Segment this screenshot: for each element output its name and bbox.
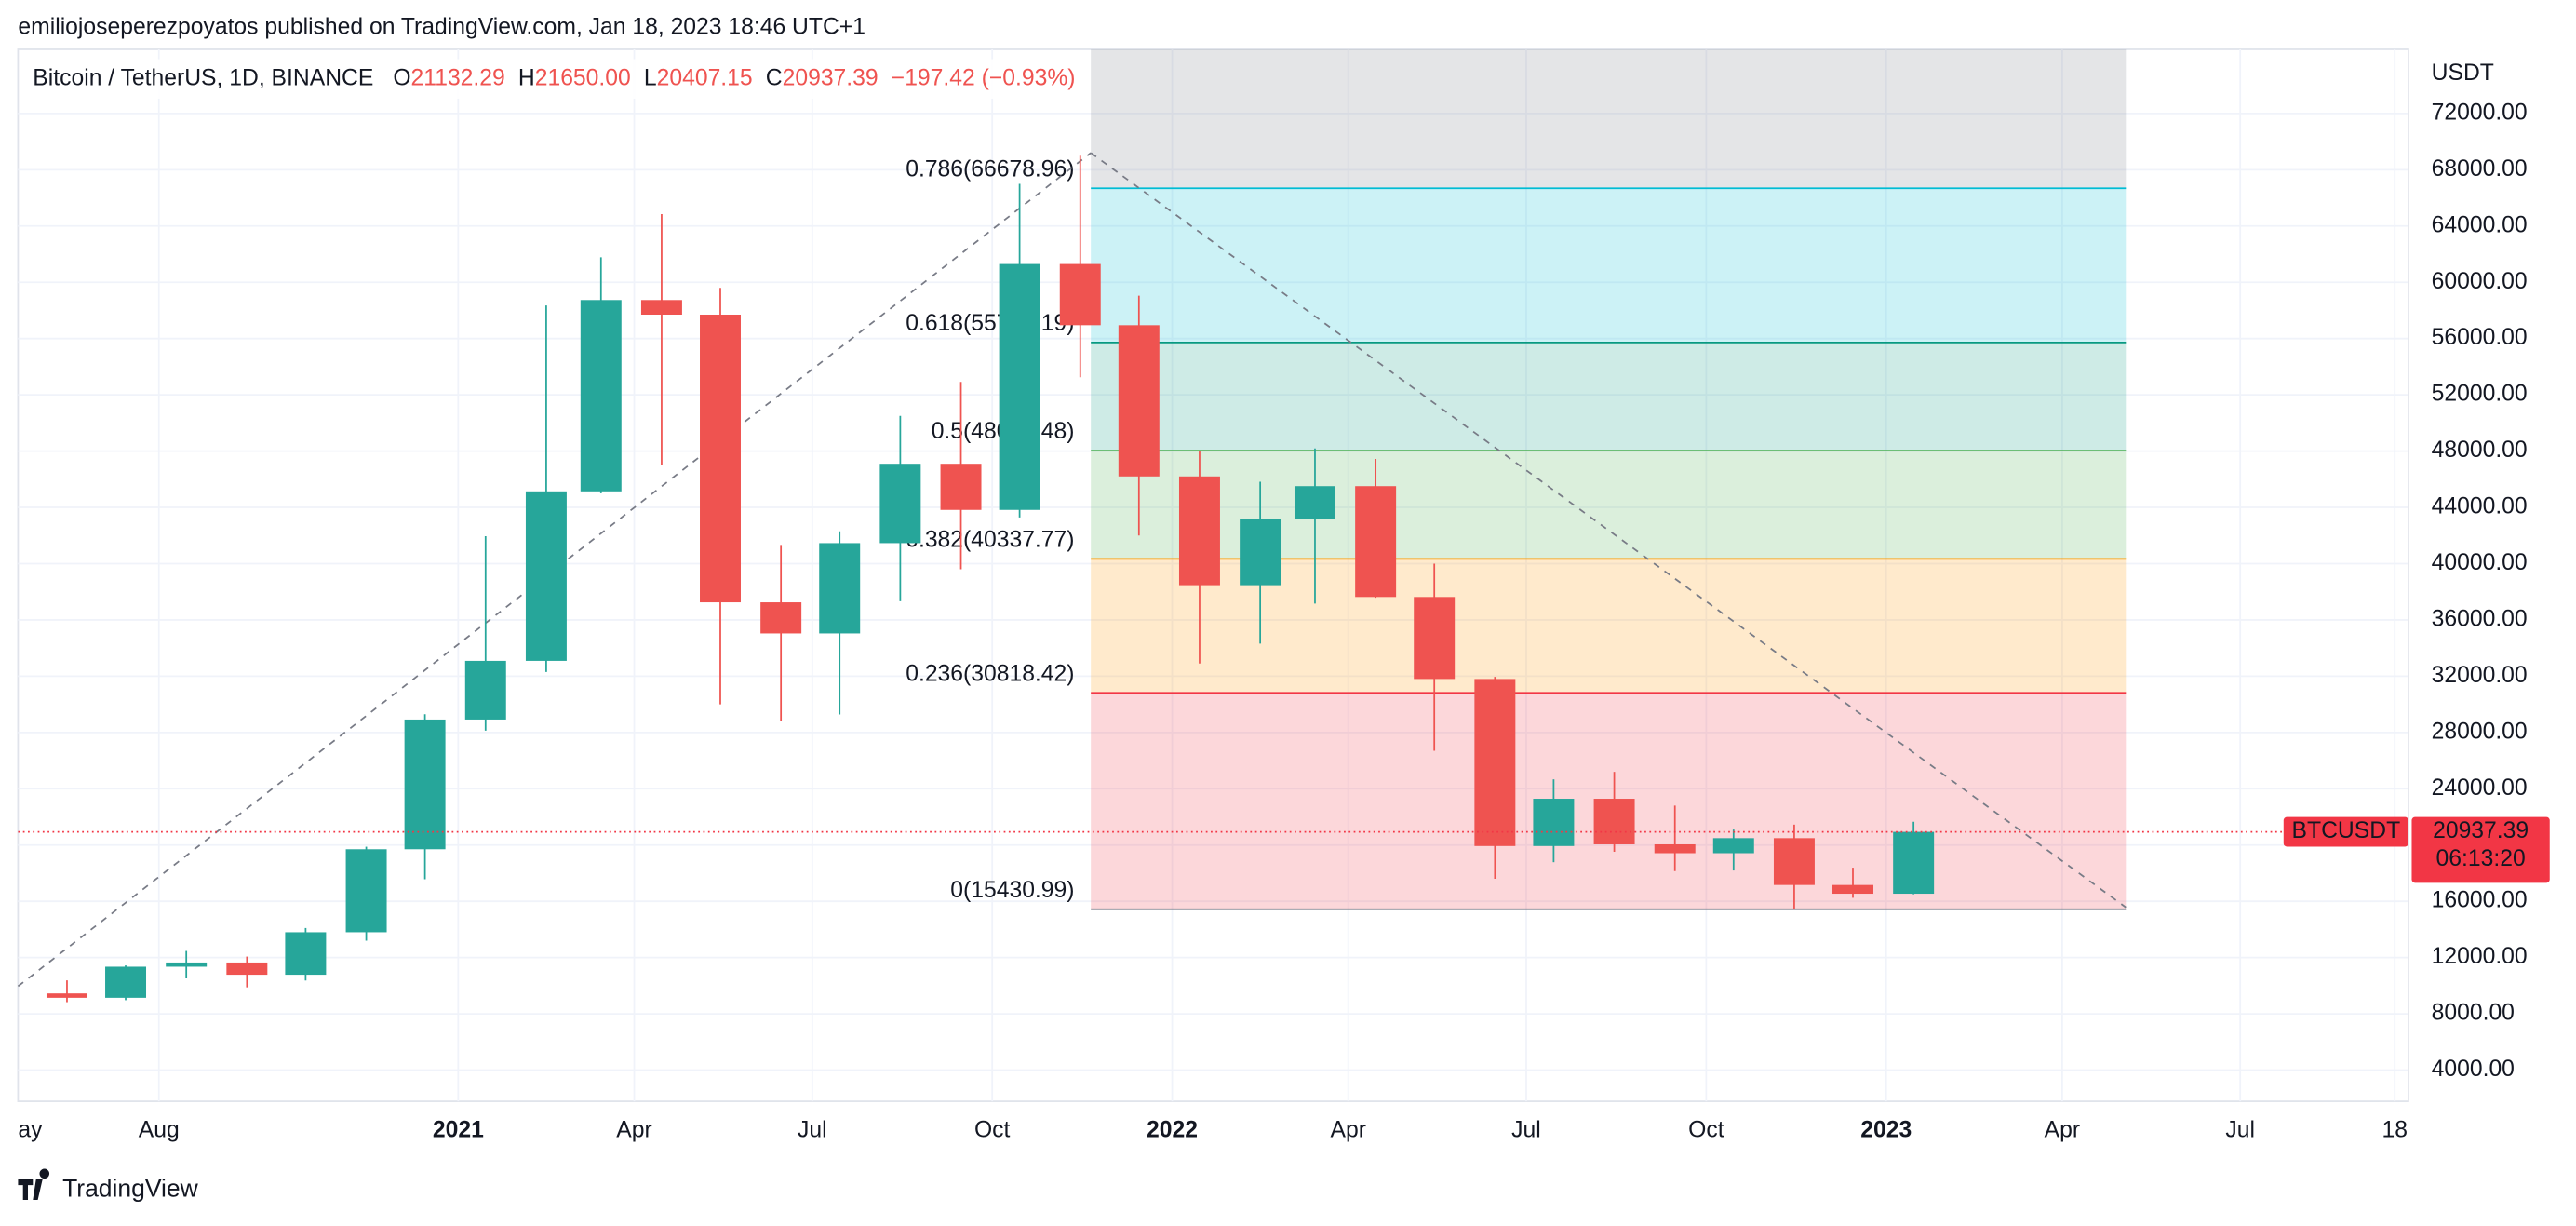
fib-zone <box>1091 342 2127 451</box>
brand: TradingView <box>62 1174 199 1202</box>
y-tick-label: 4000.00 <box>2432 1057 2515 1082</box>
candle-body <box>1533 799 1575 846</box>
candles <box>46 155 1935 1003</box>
candle-body <box>105 966 147 998</box>
y-tick-label: 72000.00 <box>2432 100 2528 125</box>
candle-body <box>1178 476 1220 586</box>
candle-body <box>1355 486 1397 598</box>
y-tick-label: 40000.00 <box>2432 550 2528 575</box>
candle-body <box>1832 884 1873 895</box>
y-tick-label: 48000.00 <box>2432 438 2528 463</box>
x-tick-label: Apr <box>616 1117 651 1142</box>
candle-body <box>1712 838 1754 854</box>
fib-retracement: 0.786(66678.96)0.618(55725.19)0.5(48031.… <box>906 48 2127 910</box>
candle-body <box>1240 519 1281 586</box>
y-tick-label: 36000.00 <box>2432 606 2528 631</box>
x-tick-label: Apr <box>1330 1117 1365 1142</box>
candle-body <box>760 602 802 634</box>
change: −197.42 (−0.93%) <box>892 65 1076 90</box>
candle-body <box>525 491 567 661</box>
candle-body <box>1059 263 1101 326</box>
y-tick-label: 68000.00 <box>2432 156 2528 182</box>
fib-label: 0.786(66678.96) <box>906 156 1074 182</box>
x-tick-label: 2021 <box>433 1117 484 1142</box>
y-tick-label: 32000.00 <box>2432 663 2528 688</box>
symbol-title: Bitcoin / TetherUS, 1D, BINANCE <box>33 65 373 90</box>
legend-bg <box>22 59 1081 99</box>
x-tick-label: Apr <box>2045 1117 2080 1142</box>
candle-body <box>580 300 622 492</box>
x-tick-label: Oct <box>974 1117 1011 1142</box>
fib-label: 0.618(55725.19) <box>906 311 1074 336</box>
ohlc-key: C <box>766 65 783 90</box>
y-tick-label: 24000.00 <box>2432 775 2528 801</box>
footer: TradingView <box>18 1168 199 1202</box>
candle-body <box>879 464 921 544</box>
y-tick-label: 8000.00 <box>2432 1001 2515 1026</box>
candle-body <box>1118 325 1160 477</box>
candle-body <box>464 660 506 720</box>
candle-body <box>1294 486 1335 519</box>
candle-body <box>1593 799 1635 844</box>
ohlc-key: O <box>393 65 410 90</box>
y-tick-label: 56000.00 <box>2432 325 2528 350</box>
ohlc-value: 20407.15 <box>657 65 753 90</box>
x-tick-label: 2023 <box>1860 1117 1912 1142</box>
x-tick-label: Jul <box>1511 1117 1541 1142</box>
trend-line <box>1090 152 2127 909</box>
x-tick-label: Jul <box>2225 1117 2255 1142</box>
y-tick-label: 12000.00 <box>2432 944 2528 969</box>
candle-body <box>940 464 982 510</box>
symbol-tag <box>2283 816 2408 847</box>
price-tag <box>2411 816 2550 883</box>
price-tag-label: 20937.39 <box>2433 818 2529 843</box>
candle-body <box>166 962 208 967</box>
legend: Bitcoin / TetherUS, 1D, BINANCE O21132.2… <box>33 65 1075 90</box>
trend-line <box>17 152 1092 988</box>
countdown: 06:13:20 <box>2436 846 2526 871</box>
ohlc-key: H <box>518 65 535 90</box>
ohlc-value: 20937.39 <box>783 65 879 90</box>
x-tick-label: 2022 <box>1147 1117 1198 1142</box>
candle-body <box>1893 831 1935 895</box>
candle-body <box>1414 597 1456 680</box>
publisher-line: emiliojoseperezpoyatos published on Trad… <box>18 15 865 40</box>
ohlc-value: 21650.00 <box>535 65 631 90</box>
symbol-tag-label: BTCUSDT <box>2292 818 2401 843</box>
ohlc-value: 21132.29 <box>411 65 505 90</box>
x-tick-label: Jul <box>798 1117 827 1142</box>
logo <box>18 1168 50 1201</box>
x-tick-label: ay <box>18 1117 43 1142</box>
candle-body <box>46 993 87 998</box>
fib-label: 0.236(30818.42) <box>906 661 1074 686</box>
candle-body <box>1474 679 1516 846</box>
candle-body <box>345 849 387 933</box>
fib-label: 0(15430.99) <box>950 878 1074 903</box>
candle-body <box>819 543 861 634</box>
candle-body <box>1773 838 1815 885</box>
y-tick-label: 60000.00 <box>2432 269 2528 294</box>
x-tick-label: 18 <box>2381 1117 2407 1142</box>
candle-body <box>999 263 1040 510</box>
x-tick-label: Oct <box>1688 1117 1724 1142</box>
x-tick-label: Aug <box>139 1117 180 1142</box>
y-tick-label: 44000.00 <box>2432 494 2528 519</box>
ohlc-key: L <box>644 65 657 90</box>
candle-body <box>404 719 446 850</box>
fib-zone <box>1091 48 2127 189</box>
candle-body <box>700 314 741 603</box>
axes: 4000.008000.0012000.0016000.0020000.0024… <box>18 61 2550 1142</box>
y-axis-label: USDT <box>2432 61 2494 86</box>
fib-zone <box>1091 188 2127 343</box>
y-tick-label: 52000.00 <box>2432 382 2528 407</box>
y-tick-label: 16000.00 <box>2432 888 2528 913</box>
fib-label: 0.382(40337.77) <box>906 527 1074 552</box>
candle-body <box>640 300 682 315</box>
candle-body <box>1654 843 1696 854</box>
y-tick-label: 64000.00 <box>2432 212 2528 237</box>
y-tick-label: 28000.00 <box>2432 719 2528 744</box>
candle-body <box>226 962 268 976</box>
candle-body <box>285 932 327 976</box>
